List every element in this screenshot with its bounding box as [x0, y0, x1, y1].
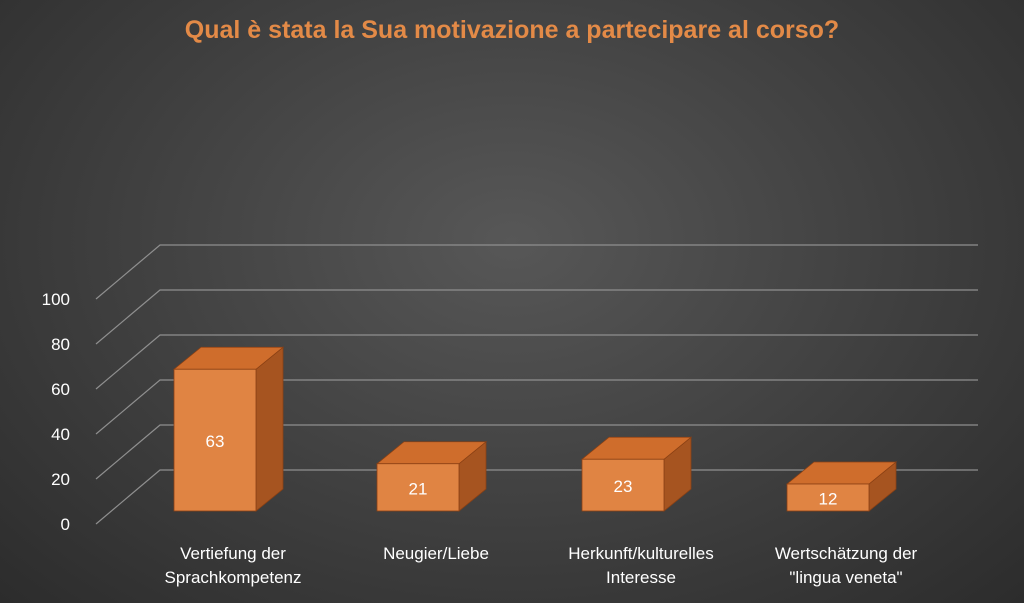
y-axis: 0 20 40 60 80 100 [42, 290, 70, 534]
bar: 23 [580, 436, 693, 512]
bar-front [376, 463, 460, 512]
bar-front [581, 458, 665, 512]
gridline [95, 289, 978, 345]
bar: 21 [375, 440, 488, 512]
x-tick-label: Sprachkompetenz [164, 568, 301, 587]
x-tick-label: Interesse [606, 568, 676, 587]
gridline [95, 469, 978, 525]
x-tick-label: "lingua veneta" [789, 568, 902, 587]
chart-title: Qual è stata la Sua motivazione a partec… [185, 16, 839, 44]
x-axis: Vertiefung der Sprachkompetenz Neugier/Lie… [164, 544, 917, 587]
bar: 12 [785, 461, 898, 512]
bars: 63 21 23 12 [172, 346, 898, 512]
bar: 63 [172, 346, 285, 512]
y-tick-label: 0 [61, 515, 70, 534]
y-tick-label: 20 [51, 470, 70, 489]
x-tick-label: Vertiefung der [180, 544, 286, 563]
x-tick-label: Wertschätzung der [775, 544, 918, 563]
x-tick-label: Neugier/Liebe [383, 544, 489, 563]
gridlines [95, 244, 978, 525]
data-label: 21 [409, 479, 428, 498]
bar-front [786, 483, 870, 512]
gridline [95, 244, 978, 300]
y-tick-label: 80 [51, 335, 70, 354]
data-label: 12 [819, 490, 838, 509]
y-tick-label: 40 [51, 425, 70, 444]
gridline [95, 424, 978, 480]
data-label: 23 [614, 477, 633, 496]
bar-front [173, 368, 257, 512]
gridline [95, 379, 978, 435]
y-tick-label: 60 [51, 380, 70, 399]
bar-side [255, 346, 284, 512]
gridline [95, 334, 978, 390]
data-label: 63 [206, 432, 225, 451]
y-tick-label: 100 [42, 290, 70, 309]
x-tick-label: Herkunft/kulturelles [568, 544, 714, 563]
